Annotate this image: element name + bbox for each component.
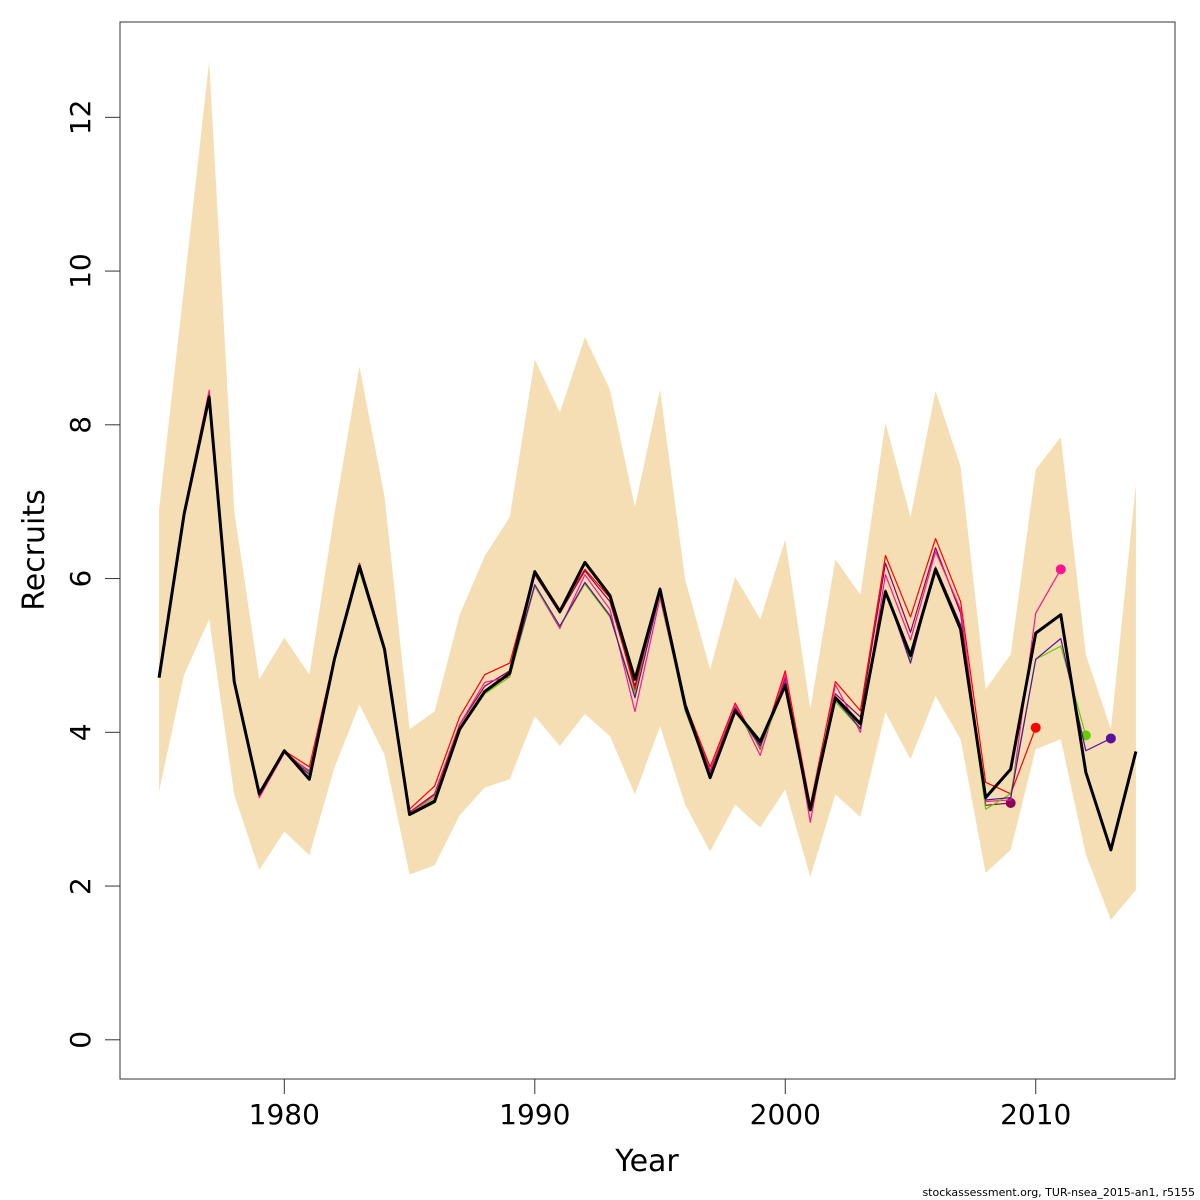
retro-line [158,391,1037,810]
x-tick-label: 2000 [750,1098,821,1131]
x-tick-label: 1990 [499,1098,570,1131]
retro-end-point [1055,564,1066,575]
y-tick-label: 0 [64,1031,97,1049]
retro-end-point [1105,733,1116,744]
y-tick-label: 12 [64,100,97,136]
confidence-band [159,61,1136,920]
y-axis-label: Recruits [17,489,52,611]
y-tick-label: 10 [64,253,97,289]
plot-frame [119,21,1176,1080]
y-tick-label: 4 [64,723,97,741]
y-tick-label: 2 [64,877,97,895]
y-tick-label: 6 [64,570,97,588]
y-tick-label: 8 [64,416,97,434]
x-tick-label: 2010 [1000,1098,1071,1131]
footer: stockassessment.org, TUR-nsea_2015-an1, … [922,1186,1195,1199]
x-axis-label: Year [614,1144,679,1179]
retro-end-point [1030,722,1041,733]
x-tick-label: 1980 [249,1098,320,1131]
final-line [157,395,1138,852]
